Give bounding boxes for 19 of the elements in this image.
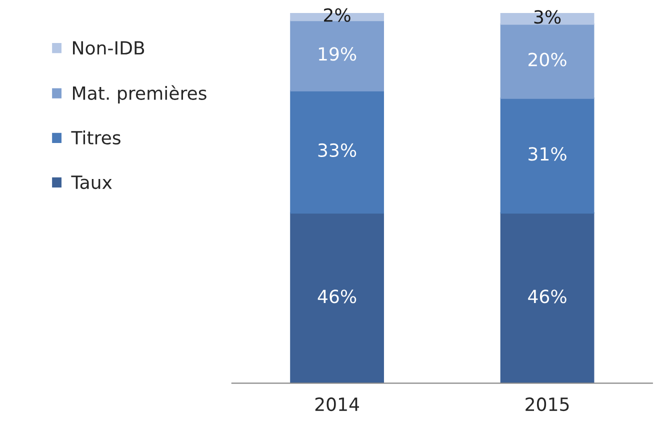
bar <box>500 97 594 214</box>
bar <box>290 212 384 384</box>
data-label: 31% <box>528 147 566 161</box>
legend-label: Titres <box>71 130 120 145</box>
data-label: 46% <box>318 290 356 304</box>
data-label: 19% <box>318 47 356 61</box>
data-label: 20% <box>528 52 566 66</box>
data-label: 46% <box>528 290 566 304</box>
legend-label: Non-IDB <box>73 41 144 55</box>
legend-label: Taux <box>71 176 112 190</box>
legend-label: Mat. premières <box>73 85 206 104</box>
bar <box>500 23 594 99</box>
bar <box>290 90 384 214</box>
bar <box>500 212 594 384</box>
data-label: 33% <box>318 143 356 158</box>
data-label: 3% <box>534 10 561 24</box>
x-tick-label: 2014 <box>315 397 360 412</box>
data-label: 2% <box>324 8 350 22</box>
x-tick-label: 2015 <box>526 397 569 412</box>
